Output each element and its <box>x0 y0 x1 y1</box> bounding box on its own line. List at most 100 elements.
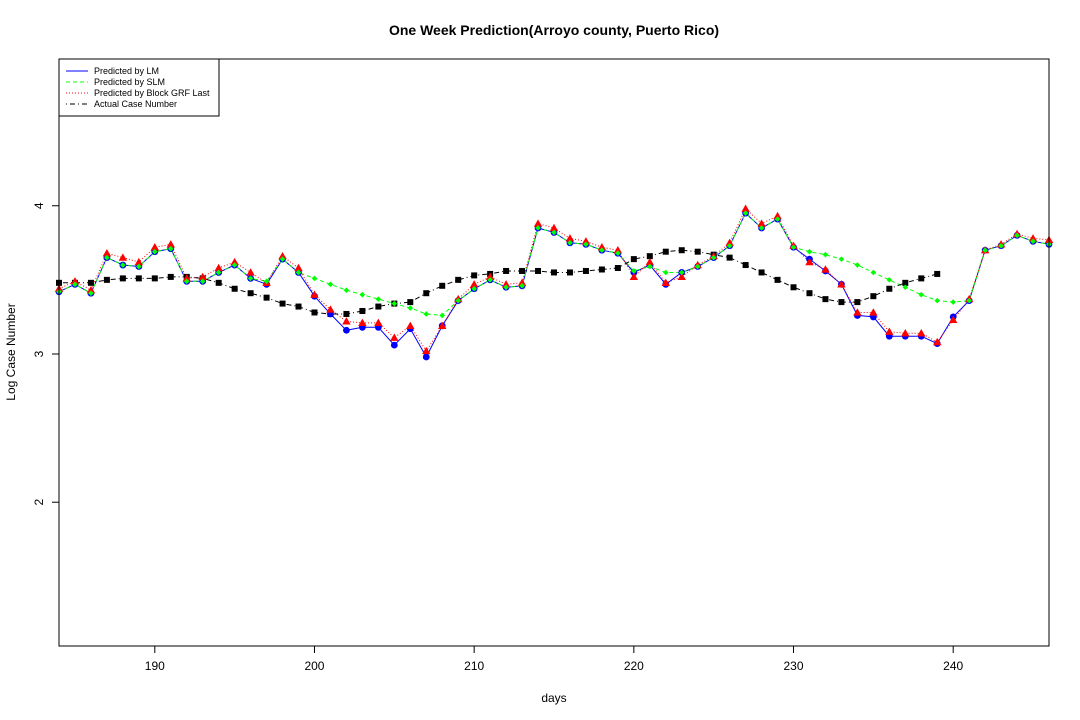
series-2-point <box>406 321 415 329</box>
series-1-point <box>710 254 717 261</box>
series-1-point <box>311 275 318 282</box>
series-1-point <box>471 285 477 292</box>
series-2-point <box>230 257 239 266</box>
series-1-point <box>519 282 525 289</box>
series-2-point <box>948 315 958 324</box>
series-1-point <box>774 216 781 222</box>
series-3-point <box>439 282 446 289</box>
series-2-point <box>837 280 846 288</box>
series-2-point <box>773 211 782 220</box>
series-1-point <box>423 311 430 317</box>
series-2-point <box>629 272 639 281</box>
series-2-point <box>1028 234 1038 242</box>
y-tick-label: 4 <box>32 202 46 209</box>
series-2-point <box>725 238 734 246</box>
series-2-point <box>198 272 207 281</box>
series-3-point <box>375 303 382 310</box>
series-2-point <box>118 253 128 261</box>
series-1-point <box>631 268 637 274</box>
series-2-point <box>214 263 223 272</box>
series-3-point <box>918 275 925 282</box>
x-tick-label: 200 <box>304 659 324 673</box>
series-2-point <box>358 318 367 327</box>
series-3-point <box>742 262 749 269</box>
series-2-point <box>86 286 96 294</box>
series-3-point <box>407 299 414 306</box>
series-1-point <box>966 297 972 304</box>
series-1-point <box>647 263 653 270</box>
series-1-point <box>439 312 446 319</box>
series-2-point <box>853 308 862 316</box>
series-3-point <box>279 300 286 307</box>
series-1-point <box>694 263 701 270</box>
series-1-point <box>167 245 174 252</box>
x-tick-label: 210 <box>464 659 484 673</box>
series-1-point <box>822 251 829 258</box>
series-2-point <box>182 274 191 282</box>
series-1-point <box>1030 238 1036 245</box>
series-2-point <box>150 243 160 251</box>
series-3-point <box>902 279 909 286</box>
series-3-point <box>471 272 478 279</box>
series-1-point <box>662 269 669 276</box>
series-3-point <box>806 290 813 297</box>
series-3-point <box>614 265 621 272</box>
series-2-point <box>166 240 175 248</box>
series-2-point <box>501 280 511 288</box>
series-1-point <box>343 287 350 294</box>
series-2-point <box>885 327 894 335</box>
series-2-point <box>821 265 830 273</box>
series-3-point <box>790 284 797 291</box>
series-1-point <box>295 269 302 276</box>
series-2-point <box>741 204 750 212</box>
series-1-point <box>231 262 238 268</box>
series-2-point <box>901 329 910 337</box>
series-3-point <box>838 299 845 306</box>
series-2-point <box>422 346 431 355</box>
series-0-point <box>343 326 350 334</box>
series-2-point <box>677 272 686 281</box>
series-1-point <box>279 256 286 262</box>
series-0-point <box>390 341 398 349</box>
legend-label-actual: Actual Case Number <box>94 99 177 109</box>
series-3-point <box>263 294 270 301</box>
series-3-point <box>566 269 573 276</box>
series-2-point <box>390 333 399 341</box>
series-3-point <box>215 279 222 286</box>
series-1-point <box>870 269 877 276</box>
series-2-point <box>613 246 623 254</box>
series-3-point <box>231 285 238 292</box>
series-1-point <box>72 281 78 288</box>
series-1-point <box>551 229 557 236</box>
series-3-point <box>151 275 158 282</box>
series-2-point <box>565 234 575 242</box>
series-2-point <box>134 257 144 266</box>
series-2-point <box>581 237 591 245</box>
x-axis-title: days <box>541 691 566 705</box>
legend-box <box>58 58 220 117</box>
series-3-point <box>758 269 765 276</box>
series-3-point <box>87 279 94 286</box>
series-3-point <box>582 267 589 274</box>
series-3-point <box>455 276 462 283</box>
series-1-point <box>152 248 158 255</box>
series-2-point <box>757 219 766 227</box>
series-1-point <box>455 297 461 304</box>
series-3-point <box>503 267 510 274</box>
x-tick-label: 240 <box>943 659 963 673</box>
series-1-point <box>726 242 733 249</box>
series-line-2 <box>58 207 1050 352</box>
series-1-point <box>199 278 206 285</box>
chart-title: One Week Prediction(Arroyo county, Puert… <box>389 22 719 38</box>
series-1-point <box>215 269 222 276</box>
series-1-point <box>1014 232 1020 239</box>
series-3-point <box>535 267 542 274</box>
series-2-point <box>485 272 495 281</box>
series-2-point <box>246 268 255 276</box>
series-3-point <box>423 290 430 297</box>
series-3-point <box>598 266 605 273</box>
series-2-point <box>805 257 814 266</box>
series-2-point <box>933 337 942 346</box>
series-3-point <box>822 296 829 303</box>
